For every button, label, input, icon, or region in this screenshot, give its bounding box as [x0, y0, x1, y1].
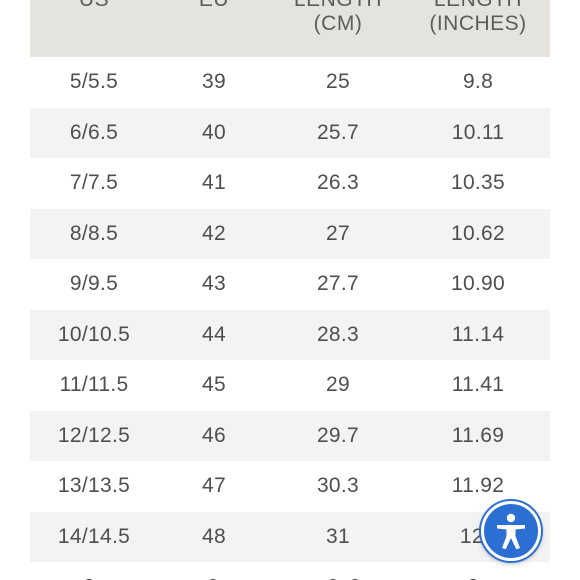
- accessibility-icon: [497, 513, 525, 550]
- cell-us-size: 6/6.5: [69, 120, 119, 144]
- cell-length-inches: 11.14: [451, 322, 505, 346]
- cell-eu-size: 40: [202, 120, 226, 144]
- cell-length-cm: 27: [326, 221, 350, 245]
- table-body: 5/5.5 39 25 9.8 6/6.5 40 25.7 10.11 7/7.5 41 26.3 1…: [30, 57, 550, 562]
- header-eu: EU: [158, 0, 270, 57]
- table-row: 9/9.5 43 27.7 10.90: [30, 259, 550, 310]
- cell-us-size: 12/12.5: [57, 423, 131, 447]
- table-row: 10/10.5 44 28.3 11.14: [30, 309, 550, 360]
- cell-eu-size: 42: [202, 221, 226, 245]
- cell-eu-size: 44: [202, 322, 226, 346]
- header-length-inches-line1: LENGTH: [406, 0, 550, 12]
- cell-eu-size: 43: [202, 272, 226, 296]
- cell-us-size: 7/7.5: [69, 171, 119, 195]
- cell-length-inches: 10.90: [450, 272, 506, 296]
- cell-length-inches: 11.92: [451, 474, 505, 498]
- cell-eu-size: 45: [202, 373, 226, 397]
- cell-us-size: 13/13.5: [57, 474, 131, 498]
- header-length-inches: LENGTH (INCHES): [406, 0, 550, 57]
- cell-length-cm: 29: [326, 373, 350, 397]
- cell-us-size: 11/11.5: [59, 373, 129, 397]
- table-row: 12/12.5 46 29.7 11.69: [30, 410, 550, 461]
- cell-length-cm: 26.3: [316, 171, 360, 195]
- table-row: 14/14.5 48 31 12..: [30, 511, 550, 562]
- cell-length-inches: 10.35: [450, 171, 506, 195]
- cell-eu-size: 39: [202, 70, 226, 94]
- header-length-cm-line2: (CM): [313, 12, 363, 35]
- cell-length-inches: 11.69: [451, 423, 505, 447]
- table-row: 5/5.5 39 25 9.8: [30, 57, 550, 108]
- cell-length-inches: 10.62: [450, 221, 506, 245]
- cell-us-size: 14/14.5: [57, 524, 131, 548]
- table-row-partial: [30, 562, 550, 580]
- table-row: 13/13.5 47 30.3 11.92: [30, 461, 550, 512]
- cell-length-cm: 28.3: [316, 322, 360, 346]
- header-us-label: US: [30, 0, 158, 12]
- cell-length-cm: 25: [326, 70, 350, 94]
- cell-length-cm: 31: [326, 524, 350, 548]
- cell-us-size: 5/5.5: [69, 70, 119, 94]
- table-row: 6/6.5 40 25.7 10.11: [30, 107, 550, 158]
- cell-eu-size: 46: [202, 423, 226, 447]
- header-length-cm-line1: LENGTH: [270, 0, 406, 12]
- header-length-inches-line2: (INCHES): [429, 12, 527, 35]
- cell-eu-size: 41: [202, 171, 226, 195]
- table-row: 8/8.5 42 27 10.62: [30, 208, 550, 259]
- cell-eu-size: 47: [202, 474, 226, 498]
- header-length-cm: LENGTH (CM): [270, 0, 406, 57]
- cell-length-inches: 9.8: [462, 70, 494, 94]
- cell-length-inches: 11.41: [451, 373, 505, 397]
- header-us: US: [30, 0, 158, 57]
- cell-length-cm: 30.3: [316, 474, 360, 498]
- size-chart-table: US EU LENGTH (CM) LENGTH (INCHES) 5/5.5 3…: [30, 0, 550, 580]
- cell-us-size: 9/9.5: [69, 272, 119, 296]
- table-row: 11/11.5 45 29 11.41: [30, 360, 550, 411]
- cell-us-size: 8/8.5: [69, 221, 119, 245]
- cell-eu-size: 48: [202, 524, 226, 548]
- table-header: US EU LENGTH (CM) LENGTH (INCHES): [30, 0, 550, 57]
- accessibility-button[interactable]: [481, 501, 541, 561]
- cell-length-cm: 29.7: [316, 423, 360, 447]
- cell-us-size: 10/10.5: [57, 322, 131, 346]
- table-row: 7/7.5 41 26.3 10.35: [30, 158, 550, 209]
- header-eu-label: EU: [158, 0, 270, 12]
- cell-length-cm: 25.7: [316, 120, 360, 144]
- cell-length-inches: 10.11: [451, 120, 505, 144]
- cell-length-cm: 27.7: [316, 272, 360, 296]
